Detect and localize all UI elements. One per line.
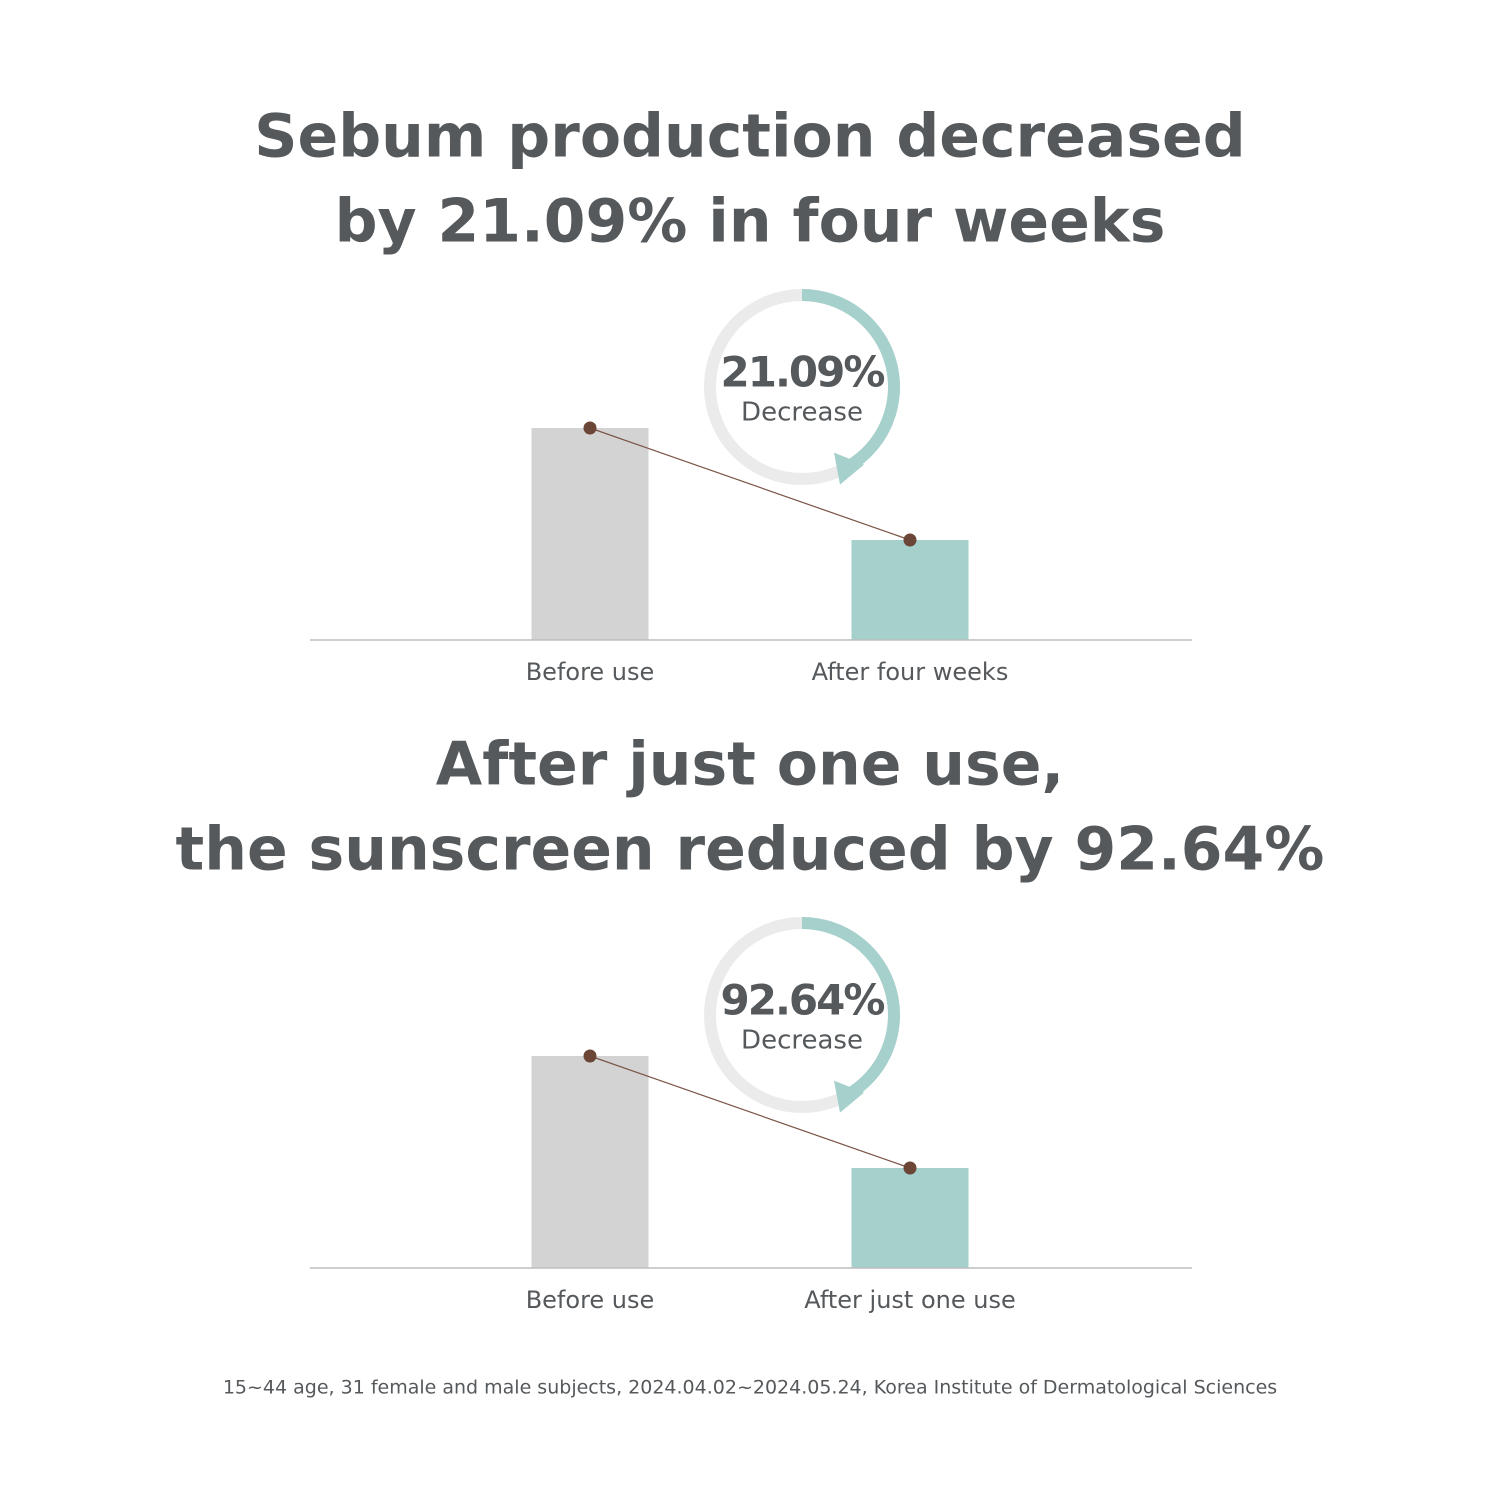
- footnote: 15~44 age, 31 female and male subjects, …: [223, 1377, 1277, 1399]
- trend-line: [589, 427, 911, 541]
- point: [583, 421, 597, 435]
- point: [583, 1049, 597, 1063]
- x-tick-label: Before use: [526, 658, 655, 686]
- chart-title: the sunscreen reduced by 92.64%: [176, 815, 1325, 885]
- bar: [531, 428, 649, 640]
- annotation-text: Decrease: [741, 398, 863, 428]
- point: [903, 1161, 917, 1175]
- annotation-value: 21.09%: [721, 348, 885, 397]
- x-tick-label: After four weeks: [812, 658, 1009, 686]
- ring-arrow: [834, 452, 864, 485]
- chart-title: Sebum production decreased: [254, 102, 1245, 172]
- x-tick-label: Before use: [526, 1286, 655, 1314]
- trend-line: [589, 1055, 911, 1169]
- ring-arc: [801, 917, 900, 1100]
- point: [903, 533, 917, 547]
- x-tick-label: After just one use: [804, 1286, 1015, 1314]
- bar: [531, 1056, 649, 1268]
- annotation-value: 92.64%: [721, 976, 885, 1025]
- chart-title: by 21.09% in four weeks: [335, 187, 1166, 257]
- ring-arrow: [834, 1080, 864, 1113]
- bar: [851, 540, 969, 640]
- chart-title: After just one use,: [436, 730, 1064, 800]
- ring-arc: [801, 289, 900, 472]
- annotation-text: Decrease: [741, 1026, 863, 1056]
- bar: [851, 1168, 969, 1268]
